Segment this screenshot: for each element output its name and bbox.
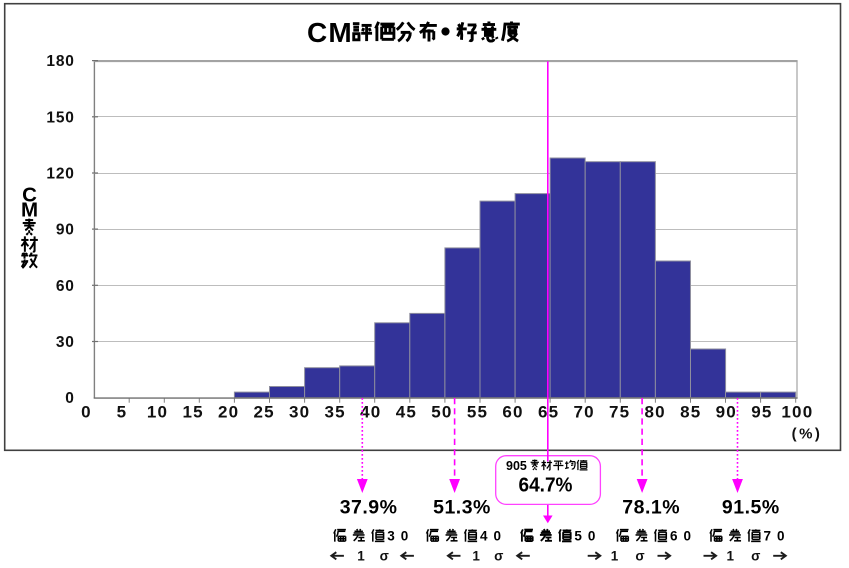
svg-text:120: 120 (46, 166, 74, 183)
svg-text:25: 25 (253, 402, 274, 421)
svg-text:100: 100 (781, 402, 813, 421)
svg-text:85: 85 (680, 402, 701, 421)
svg-text:5: 5 (117, 402, 128, 421)
svg-text:90: 90 (56, 222, 75, 239)
svg-text:1: 1 (357, 549, 365, 564)
svg-text:150: 150 (46, 109, 74, 126)
svg-text:30: 30 (56, 334, 75, 351)
svg-text:91.5%: 91.5% (722, 497, 780, 519)
svg-text:15: 15 (182, 402, 203, 421)
svg-text:55: 55 (467, 402, 488, 421)
svg-text:M: M (21, 199, 38, 222)
svg-text:90: 90 (716, 402, 737, 421)
svg-text:σ: σ (494, 549, 503, 564)
svg-text:78.1%: 78.1% (622, 497, 680, 519)
svg-text:CM: CM (307, 17, 353, 48)
svg-text:0: 0 (65, 390, 74, 407)
svg-text:60: 60 (670, 529, 697, 544)
svg-text:70: 70 (573, 402, 594, 421)
svg-text:45: 45 (396, 402, 417, 421)
svg-text:80: 80 (645, 402, 666, 421)
svg-text:σ: σ (380, 549, 389, 564)
svg-text:51.3%: 51.3% (433, 497, 491, 519)
svg-text:σ: σ (635, 549, 644, 564)
svg-text:C: C (22, 184, 37, 207)
svg-text:40: 40 (360, 402, 381, 421)
svg-text:0: 0 (81, 402, 92, 421)
svg-text:60: 60 (56, 278, 75, 295)
svg-text:40: 40 (480, 529, 507, 544)
svg-text:1: 1 (472, 549, 480, 564)
svg-text:70: 70 (764, 529, 791, 544)
svg-text:50: 50 (431, 402, 452, 421)
svg-text:1: 1 (726, 549, 734, 564)
svg-text:180: 180 (46, 53, 74, 70)
svg-text:1: 1 (611, 549, 619, 564)
svg-text:64.7%: 64.7% (519, 473, 573, 496)
svg-text:37.9%: 37.9% (340, 497, 398, 519)
svg-text:30: 30 (289, 402, 310, 421)
svg-text:60: 60 (502, 402, 523, 421)
svg-text:35: 35 (325, 402, 346, 421)
svg-text:20: 20 (218, 402, 239, 421)
svg-text:95: 95 (751, 402, 772, 421)
svg-text:30: 30 (387, 529, 414, 544)
svg-text:10: 10 (147, 402, 168, 421)
svg-text:σ: σ (751, 549, 760, 564)
svg-text:905: 905 (506, 459, 527, 473)
svg-text:50: 50 (574, 529, 601, 544)
svg-text:75: 75 (609, 402, 630, 421)
svg-text:(%): (%) (792, 426, 823, 443)
